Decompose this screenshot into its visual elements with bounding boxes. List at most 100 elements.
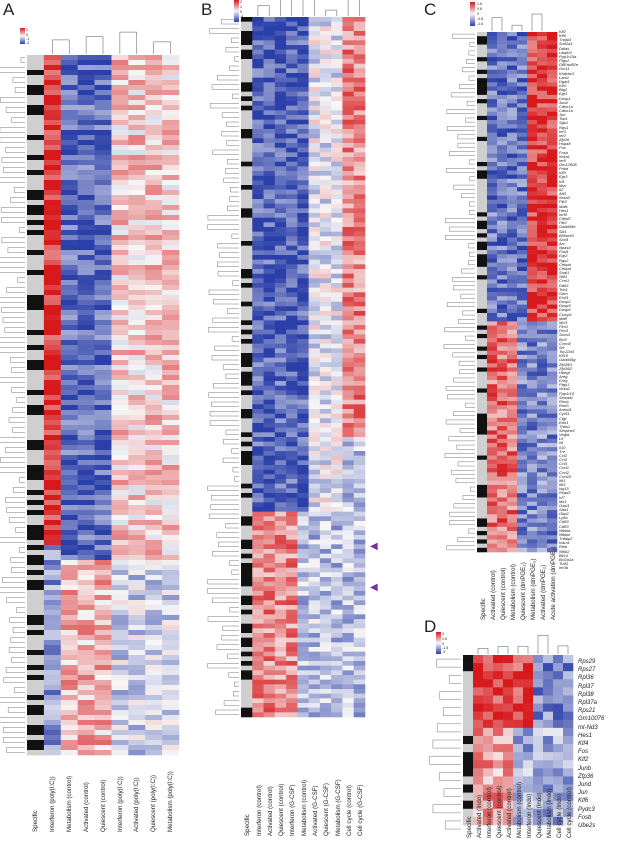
heatmap-cell	[477, 103, 488, 108]
heatmap-cell	[517, 304, 528, 310]
heatmap-cell	[43, 665, 62, 671]
heatmap-cell	[547, 283, 558, 289]
heatmap-cell	[274, 521, 287, 526]
heatmap-cell	[60, 320, 78, 326]
heatmap-cell	[537, 44, 548, 50]
heatmap-cell	[537, 279, 548, 284]
heatmap-cell	[263, 96, 276, 102]
heatmap-cell	[497, 157, 508, 163]
heatmap-cell	[94, 350, 112, 356]
heatmap-cell	[353, 175, 366, 181]
heatmap-cell	[111, 730, 129, 736]
heatmap-cell	[77, 125, 95, 131]
heatmap-cell	[331, 390, 343, 396]
heatmap-cell	[527, 254, 538, 259]
heatmap-cell	[319, 297, 332, 302]
heatmap-cell	[537, 543, 548, 549]
heatmap-cell	[111, 625, 129, 631]
heatmap-cell	[27, 160, 45, 166]
heatmap-cell	[477, 132, 488, 138]
heatmap-cell	[342, 68, 355, 74]
heatmap-cell	[297, 507, 309, 512]
heatmap-cell	[493, 671, 504, 680]
heatmap-cell	[331, 427, 343, 433]
heatmap-cell	[60, 160, 78, 166]
heatmap-cell	[319, 231, 332, 237]
heatmap-cell	[547, 195, 558, 201]
heatmap-cell	[252, 68, 264, 74]
heatmap-cell	[241, 143, 253, 148]
heatmap-cell	[477, 375, 488, 381]
heatmap-cell	[274, 59, 287, 64]
heatmap-cell	[162, 190, 180, 196]
heatmap-cell	[342, 712, 355, 718]
heatmap-cell	[162, 505, 180, 511]
heatmap-cell	[497, 417, 508, 423]
heatmap-cell	[128, 385, 146, 391]
heatmap-cell	[319, 161, 332, 167]
heatmap-cell	[94, 625, 112, 631]
heatmap-cell	[77, 460, 95, 466]
heatmap-cell	[60, 710, 78, 716]
heatmap-cell	[27, 200, 45, 206]
heatmap-cell	[94, 530, 112, 536]
heatmap-cell	[308, 367, 321, 372]
heatmap-cell	[60, 565, 78, 571]
heatmap-cell	[331, 45, 343, 50]
heatmap-cell	[162, 220, 180, 226]
heatmap-cell	[263, 493, 276, 498]
heatmap-cell	[286, 175, 298, 181]
heatmap-cell	[94, 620, 112, 626]
heatmap-cell	[477, 78, 488, 83]
gene-label: Ctgf	[559, 415, 567, 421]
heatmap-cell	[537, 338, 548, 343]
heatmap-cell	[487, 191, 498, 196]
heatmap-cell	[263, 665, 276, 671]
heatmap-cell	[507, 73, 518, 79]
heatmap-cell	[60, 105, 78, 111]
heatmap-cell	[286, 194, 298, 200]
heatmap-cell	[353, 166, 366, 172]
heatmap-cell	[319, 521, 332, 526]
heatmap-cell	[252, 437, 264, 442]
heatmap-cell	[477, 442, 488, 448]
heatmap-cell	[537, 405, 548, 410]
heatmap-cell	[162, 405, 180, 411]
heatmap-cell	[477, 547, 488, 553]
heatmap-cell	[274, 119, 287, 125]
heatmap-cell	[497, 359, 508, 364]
gene-label: Cdkn1a	[559, 103, 573, 109]
heatmap-cell	[487, 329, 498, 335]
heatmap-cell	[111, 300, 129, 306]
heatmap-cell	[537, 203, 548, 209]
heatmap-cell	[145, 675, 163, 681]
heatmap-cell	[94, 340, 112, 346]
heatmap-cell	[342, 217, 355, 223]
heatmap-cell	[563, 800, 574, 810]
heatmap-cell	[507, 182, 518, 188]
gene-label: Il2	[559, 186, 564, 192]
heatmap-cell	[252, 535, 264, 540]
heatmap-cell	[128, 90, 146, 96]
heatmap-cell	[342, 306, 355, 312]
heatmap-cell	[111, 445, 129, 451]
heatmap-cell	[517, 308, 528, 314]
heatmap-cell	[162, 385, 180, 391]
heatmap-cell	[263, 511, 276, 517]
heatmap-cell	[553, 695, 564, 704]
heatmap-cell	[517, 401, 528, 406]
heatmap-cell	[487, 459, 498, 465]
heatmap-cell	[308, 301, 321, 307]
heatmap-cell	[94, 395, 112, 401]
legend-tick: 0	[240, 10, 242, 14]
heatmap-cell	[111, 325, 129, 331]
heatmap-cell	[263, 175, 276, 181]
heatmap-cell	[128, 610, 146, 616]
heatmap-cell	[537, 304, 548, 310]
heatmap-cell	[331, 119, 343, 125]
heatmap-cell	[547, 518, 558, 523]
heatmap-cell	[308, 334, 321, 340]
heatmap-cell	[94, 225, 112, 231]
heatmap-cell	[547, 296, 558, 301]
heatmap-cell	[483, 719, 494, 729]
